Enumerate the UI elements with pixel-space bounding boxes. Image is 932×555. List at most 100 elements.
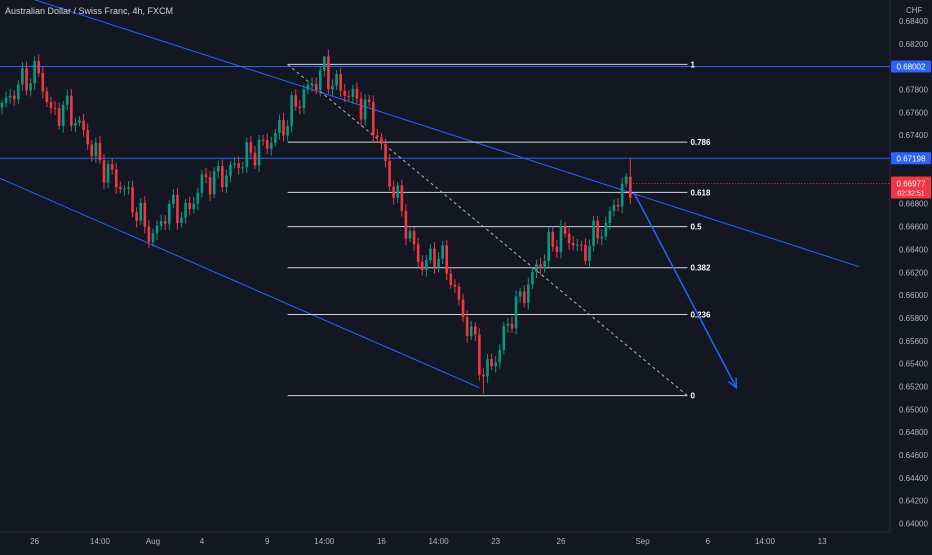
candle-body[interactable] [269,142,273,149]
candle-body[interactable] [82,120,85,131]
candle-body[interactable] [310,83,314,86]
candle-body[interactable] [449,273,453,285]
candle-body[interactable] [37,61,41,73]
candle-body[interactable] [172,194,175,204]
candle-body[interactable] [547,231,551,261]
candle-body[interactable] [135,212,138,221]
candle-body[interactable] [339,74,342,91]
candle-body[interactable] [400,185,404,211]
candle-body[interactable] [559,226,563,252]
candle-body[interactable] [608,210,612,223]
candle-body[interactable] [478,334,481,375]
candle-body[interactable] [192,203,196,210]
candle-body[interactable] [41,72,45,92]
candle-body[interactable] [494,362,497,367]
candle-body[interactable] [567,233,571,244]
candle-body[interactable] [359,98,363,120]
candle-body[interactable] [408,231,412,239]
candle-body[interactable] [245,142,249,168]
candle-body[interactable] [114,169,118,187]
candle-body[interactable] [12,95,16,100]
candle-body[interactable] [155,225,159,234]
candle-body[interactable] [392,186,395,198]
candle-body[interactable] [588,246,591,262]
candle-body[interactable] [351,88,355,98]
candle-body[interactable] [575,244,579,246]
trend-line[interactable] [0,0,859,268]
candle-body[interactable] [624,176,628,184]
candle-body[interactable] [404,210,408,239]
candle-body[interactable] [261,139,265,141]
candle-body[interactable] [241,167,245,169]
candle-body[interactable] [74,122,77,126]
candle-body[interactable] [388,160,391,187]
candle-body[interactable] [151,233,155,242]
candle-body[interactable] [433,248,436,267]
candle-body[interactable] [331,85,334,90]
candle-body[interactable] [176,194,179,223]
candle-body[interactable] [265,140,269,149]
candle-body[interactable] [465,317,469,337]
candle-body[interactable] [363,99,367,120]
candle-body[interactable] [21,68,24,85]
candle-body[interactable] [543,260,546,269]
candle-body[interactable] [518,291,522,297]
candle-body[interactable] [127,187,130,189]
candle-body[interactable] [4,97,8,103]
candle-body[interactable] [249,142,253,153]
candle-body[interactable] [286,125,289,136]
candle-body[interactable] [274,132,277,143]
candle-body[interactable] [90,144,94,157]
candle-body[interactable] [57,108,61,126]
candles[interactable] [0,49,632,394]
candle-body[interactable] [45,91,49,103]
candle-body[interactable] [420,261,424,270]
candle-body[interactable] [216,166,220,172]
candle-body[interactable] [445,245,449,274]
candle-body[interactable] [355,88,359,99]
candle-body[interactable] [425,259,428,270]
candle-body[interactable] [555,246,559,252]
candle-body[interactable] [429,248,432,260]
candle-body[interactable] [110,164,114,170]
trend-drawings[interactable] [633,193,738,390]
candle-body[interactable] [469,326,473,337]
candle-body[interactable] [584,244,587,262]
candle-body[interactable] [327,56,330,90]
candle-body[interactable] [453,284,457,287]
price-axis-panel[interactable] [890,0,932,550]
candle-body[interactable] [535,264,538,272]
candle-body[interactable] [282,119,285,136]
candle-body[interactable] [53,107,57,109]
candle-body[interactable] [212,171,216,195]
candle-body[interactable] [131,187,134,213]
candle-body[interactable] [522,291,526,303]
candle-body[interactable] [506,323,510,326]
trend-line[interactable] [0,177,480,389]
candle-body[interactable] [514,296,518,329]
candle-body[interactable] [196,192,200,204]
candle-body[interactable] [371,102,375,136]
candle-body[interactable] [539,264,542,269]
candle-body[interactable] [412,231,416,245]
candle-body[interactable] [225,175,228,188]
candle-body[interactable] [61,104,65,126]
candle-body[interactable] [318,70,322,91]
candle-body[interactable] [94,142,98,157]
projection-arrow-line[interactable] [633,193,738,388]
candle-body[interactable] [163,221,167,224]
candle-body[interactable] [367,99,371,103]
candle-body[interactable] [441,245,444,259]
candle-body[interactable] [29,83,32,91]
candle-body[interactable] [8,95,12,98]
candle-body[interactable] [106,164,110,183]
candle-body[interactable] [376,135,379,138]
candle-body[interactable] [596,220,599,239]
candle-body[interactable] [123,188,126,190]
candle-body[interactable] [188,202,191,210]
candle-body[interactable] [237,163,240,168]
candle-body[interactable] [306,85,310,90]
candle-body[interactable] [33,61,36,84]
time-axis-panel[interactable] [0,532,932,550]
